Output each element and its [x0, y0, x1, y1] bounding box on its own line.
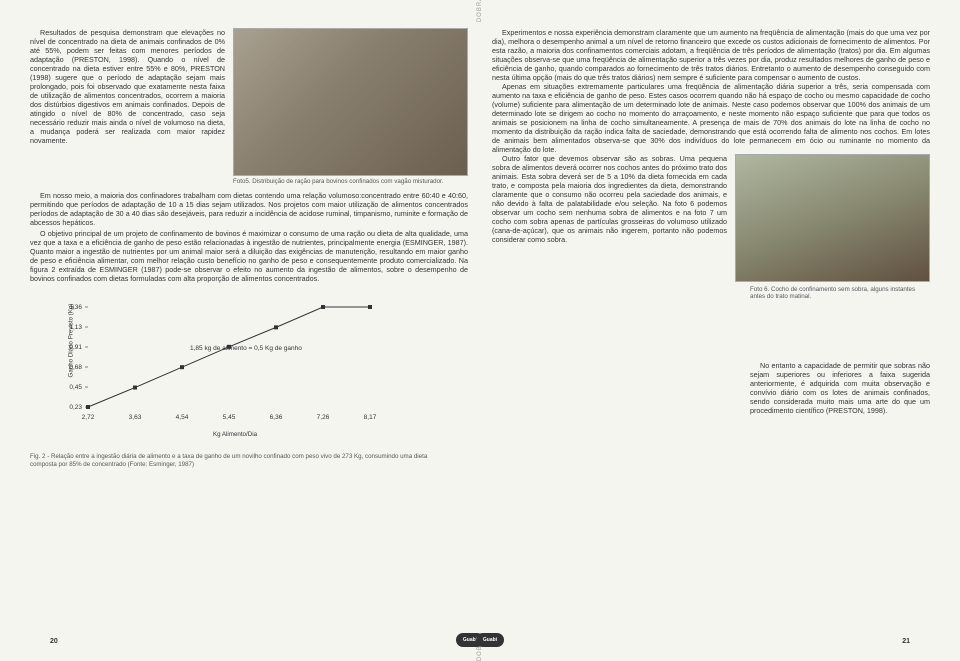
right-page: Experimentos e nossa experiência demonst…: [492, 28, 930, 468]
svg-text:4,54: 4,54: [176, 414, 189, 421]
brand-logo-right: Guabi: [476, 633, 504, 647]
svg-text:7,26: 7,26: [317, 414, 330, 421]
right-side-column: Foto 6. Cocho de confinamento sem sobra,…: [750, 286, 930, 415]
left-paragraph-2: Em nosso meio, a maioria dos confinadore…: [30, 189, 468, 227]
right-side-text: No entanto a capacidade de permitir que …: [750, 361, 930, 415]
chart-svg: 0,230,450,680,911,131,36 2,723,634,545,4…: [50, 297, 390, 427]
photo-5-figure: Foto5. Distribuição de ração para bovino…: [233, 28, 468, 185]
page-number-left: 20: [50, 638, 58, 645]
svg-text:0,45: 0,45: [69, 384, 82, 391]
photo-6-figure: [735, 154, 930, 282]
svg-text:6,36: 6,36: [270, 414, 283, 421]
svg-text:5,45: 5,45: [223, 414, 236, 421]
left-paragraph-3: O objetivo principal de um projeto de co…: [30, 227, 468, 283]
photo-6-image: [735, 154, 930, 282]
photo-5-caption: Foto5. Distribuição de ração para bovino…: [233, 178, 468, 185]
figure-2-chart: Ganho Diário Previsto (Kg) 0,230,450,680…: [50, 297, 390, 447]
chart-x-axis-label: Kg Alimento/Dia: [80, 431, 390, 438]
left-paragraph-1: Resultados de pesquisa demonstram que el…: [30, 28, 225, 145]
chart-y-axis-label: Ganho Diário Previsto (Kg): [67, 304, 74, 378]
svg-text:2,72: 2,72: [82, 414, 95, 421]
svg-text:3,63: 3,63: [129, 414, 142, 421]
figure-2-caption: Fig. 2 - Relação entre a ingestão diária…: [30, 453, 430, 468]
fold-marker-top: DOBRA: [477, 0, 483, 22]
right-paragraph-1: Experimentos e nossa experiência demonst…: [492, 28, 930, 82]
page-spread: Foto5. Distribuição de ração para bovino…: [0, 0, 960, 478]
right-paragraph-2: Apenas em situações extremamente particu…: [492, 82, 930, 154]
photo-5-image: [233, 28, 468, 176]
svg-text:0,23: 0,23: [69, 404, 82, 411]
left-page: Foto5. Distribuição de ração para bovino…: [30, 28, 468, 468]
page-number-right: 21: [902, 638, 910, 645]
photo-6-caption: Foto 6. Cocho de confinamento sem sobra,…: [750, 286, 930, 301]
chart-annotation: 1,85 kg de alimento = 0,5 Kg de ganho: [190, 345, 302, 352]
svg-text:8,17: 8,17: [364, 414, 377, 421]
